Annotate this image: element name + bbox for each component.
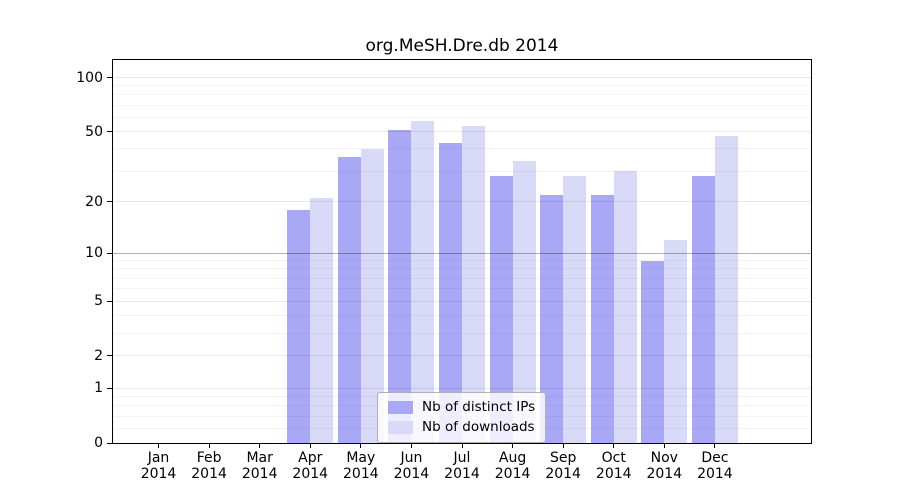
x-tick-label-oct: Oct 2014 <box>595 450 632 482</box>
gridline-20 <box>113 201 811 203</box>
bar-apr-downloads <box>310 198 334 443</box>
x-tick-label-jan: Jan 2014 <box>140 450 177 482</box>
gridline-minor-7 <box>113 277 811 279</box>
legend-swatch-distinct-ips <box>388 401 413 414</box>
gridline-minor-30 <box>113 170 811 172</box>
gridline-minor-4 <box>113 315 811 317</box>
bar-aug-downloads <box>512 161 536 443</box>
bar-may-downloads <box>360 148 384 443</box>
x-tick-label-nov: Nov 2014 <box>646 450 683 482</box>
gridline-minor-70 <box>113 104 811 106</box>
y-tick-100 <box>107 77 112 78</box>
x-tick-nov <box>663 443 665 448</box>
gridline-minor-9 <box>113 260 811 262</box>
gridline-minor-6 <box>113 288 811 290</box>
x-tick-apr <box>309 443 311 448</box>
bar-nov-distinct-ips <box>641 260 665 443</box>
chart-title: org.MeSH.Dre.db 2014 <box>365 36 559 56</box>
bar-oct-downloads <box>613 171 637 443</box>
gridline-5 <box>113 300 811 302</box>
bar-sep-distinct-ips <box>540 194 564 443</box>
bar-apr-distinct-ips <box>287 209 311 443</box>
legend-label-downloads: Nb of downloads <box>422 419 535 435</box>
bar-sep-downloads <box>563 176 587 443</box>
y-tick-label-50: 50 <box>85 123 103 140</box>
x-tick-jun <box>410 443 412 448</box>
bar-jun-distinct-ips <box>388 130 412 443</box>
legend-item-downloads: Nb of downloads <box>388 420 535 435</box>
bar-jun-downloads <box>411 121 435 443</box>
x-tick-jul <box>461 443 463 448</box>
gridline-minor-60 <box>113 116 811 118</box>
bar-oct-distinct-ips <box>590 194 614 443</box>
x-tick-jan <box>158 443 160 448</box>
y-tick-50 <box>107 131 112 133</box>
legend: Nb of distinct IPs Nb of downloads <box>377 392 547 443</box>
gridline-1 <box>113 387 811 389</box>
x-tick-may <box>360 443 362 448</box>
gridline-2 <box>113 355 811 357</box>
x-tick-label-aug: Aug 2014 <box>494 450 531 482</box>
x-tick-label-jun: Jun 2014 <box>393 450 430 482</box>
y-tick-label-1: 1 <box>94 380 103 397</box>
gridline-minor-40 <box>113 148 811 150</box>
y-tick-5 <box>107 300 112 302</box>
y-tick-0 <box>107 442 112 444</box>
gridline-minor-3 <box>113 332 811 334</box>
x-tick-label-sep: Sep 2014 <box>545 450 581 482</box>
legend-swatch-downloads <box>388 421 413 434</box>
gridline-10 <box>113 252 811 254</box>
plot-area: Nb of distinct IPs Nb of downloads Jan 2… <box>76 59 812 482</box>
x-tick-aug <box>512 443 514 448</box>
bar-may-distinct-ips <box>337 157 361 443</box>
x-tick-mar <box>259 443 261 448</box>
x-tick-label-apr: Apr 2014 <box>292 450 329 482</box>
x-tick-dec <box>714 443 716 448</box>
y-tick-label-5: 5 <box>94 293 103 310</box>
bar-nov-downloads <box>664 239 688 443</box>
y-tick-label-2: 2 <box>94 347 103 364</box>
x-tick-label-jul: Jul 2014 <box>444 450 480 482</box>
x-tick-sep <box>562 443 564 448</box>
bar-jul-distinct-ips <box>439 143 462 443</box>
y-tick-label-0: 0 <box>94 435 103 451</box>
gridline-minor-8 <box>113 268 811 270</box>
bar-dec-distinct-ips <box>691 176 715 443</box>
gridline-minor-80 <box>113 94 811 96</box>
gridline-minor-90 <box>113 85 811 87</box>
legend-label-distinct-ips: Nb of distinct IPs <box>422 399 536 415</box>
x-tick-oct <box>613 443 615 448</box>
x-tick-label-mar: Mar 2014 <box>241 450 278 482</box>
bar-aug-distinct-ips <box>489 176 513 443</box>
x-tick-label-dec: Dec 2014 <box>697 450 733 482</box>
gridline-100 <box>113 77 811 78</box>
bar-dec-downloads <box>714 136 738 443</box>
legend-item-distinct-ips: Nb of distinct IPs <box>388 400 535 415</box>
x-tick-label-may: May 2014 <box>343 450 379 482</box>
y-tick-label-10: 10 <box>85 245 103 262</box>
y-tick-1 <box>107 387 112 389</box>
y-tick-label-20: 20 <box>85 193 103 210</box>
y-tick-10 <box>107 252 112 254</box>
bar-jul-downloads <box>462 125 485 443</box>
y-tick-label-100: 100 <box>76 69 103 86</box>
gridline-50 <box>113 131 811 133</box>
y-tick-20 <box>107 201 112 203</box>
x-tick-feb <box>208 443 210 448</box>
x-tick-label-feb: Feb 2014 <box>191 450 227 482</box>
y-tick-2 <box>107 355 112 357</box>
